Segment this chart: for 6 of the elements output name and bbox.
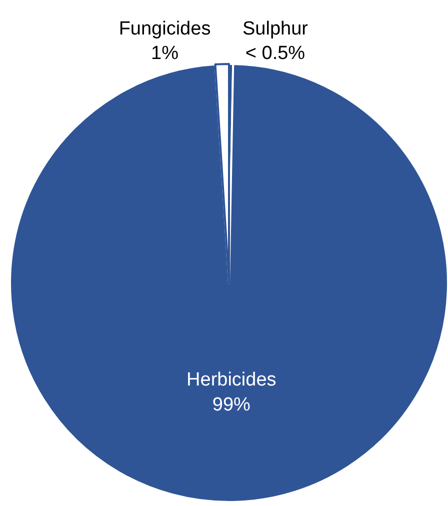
data-label: 1%: [151, 43, 179, 64]
slice-label: Fungicides: [118, 18, 211, 40]
slice-label: Sulphur: [242, 18, 309, 40]
data-label: < 0.5%: [245, 43, 306, 64]
data-label: 99%: [212, 394, 251, 416]
slice-label: Herbicides: [186, 370, 276, 391]
